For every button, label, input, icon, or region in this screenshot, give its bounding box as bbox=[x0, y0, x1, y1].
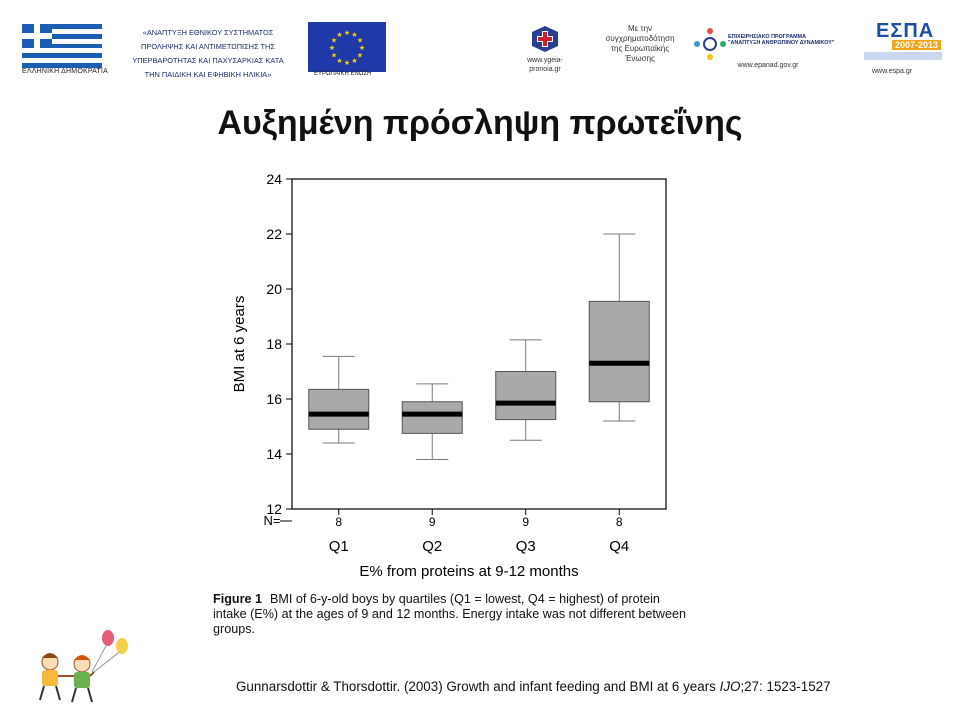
x-axis-label: E% from proteins at 9-12 months bbox=[359, 563, 578, 580]
citation: Gunnarsdottir & Thorsdottir. (2003) Grow… bbox=[236, 679, 956, 694]
children-drawing-icon bbox=[39, 630, 128, 703]
eu-star-icon: ★ bbox=[329, 44, 335, 52]
eu-star-icon: ★ bbox=[357, 37, 363, 45]
x-category-label: Q3 bbox=[516, 538, 536, 555]
project-title-line: ΤΗΝ ΠΑΙΔΙΚΗ ΚΑΙ ΕΦΗΒΙΚΗ ΗΛΙΚΙΑ» bbox=[144, 70, 272, 79]
box-iqr bbox=[401, 401, 463, 434]
espa-band bbox=[864, 52, 942, 60]
x-category-label: Q4 bbox=[609, 538, 629, 555]
slide-title: Αυξημένη πρόσληψη πρωτεΐνης bbox=[217, 104, 743, 142]
y-tick-label: 20 bbox=[266, 281, 282, 297]
citation-authors: Gunnarsdottir & Thorsdottir. (2003) Grow… bbox=[236, 679, 716, 694]
project-title-line: ΥΠΕΡΒΑΡΟΤΗΤΑΣ ΚΑΙ ΠΑΧΥΣΑΡΚΙΑΣ ΚΑΤΑ bbox=[132, 56, 284, 65]
box-iqr bbox=[495, 371, 557, 421]
cofund-line: συγχρηματοδότηση bbox=[605, 34, 675, 43]
eu-star-icon: ★ bbox=[351, 31, 357, 39]
project-title-line: ΠΡΟΛΗΨΗΣ ΚΑΙ ΑΝΤΙΜΕΤΩΠΙΣΗΣ ΤΗΣ bbox=[141, 42, 275, 51]
cofund-line: Με την bbox=[627, 24, 653, 33]
eu-star-icon: ★ bbox=[331, 37, 337, 45]
eu-star-icon: ★ bbox=[336, 31, 342, 39]
eu-caption: ΕΥΡΩΠΑΪΚΗ ΕΝΩΣΗ bbox=[314, 71, 372, 77]
eu-star-icon: ★ bbox=[357, 52, 363, 60]
y-tick-label: 12 bbox=[266, 501, 282, 517]
x-category-label: Q1 bbox=[329, 538, 349, 555]
figure-caption: Figure 1 BMI of 6-y-old boys by quartiles… bbox=[213, 592, 693, 637]
espa-logo-title: ΕΣΠΑ bbox=[876, 20, 935, 42]
n-value: 8 bbox=[335, 515, 342, 529]
flag-caption: ΕΛΛΗΝΙΚΗ ΔΗΜΟΚΡΑΤΙΑ bbox=[22, 68, 109, 75]
project-title-line: «ΑΝΑΠΤΥΞΗ ΕΘΝΙΚΟΥ ΣΥΣΤΗΜΑΤΟΣ bbox=[142, 28, 274, 37]
n-value: 8 bbox=[616, 515, 623, 529]
y-tick-label: 22 bbox=[266, 226, 282, 242]
box-iqr bbox=[308, 388, 370, 430]
y-tick-label: 14 bbox=[266, 446, 282, 462]
greek-flag-icon bbox=[22, 24, 102, 68]
epanad-line: ΕΠΙΧΕΙΡΗΣΙΑΚΟ ΠΡΟΓΡΑΜΜΑ bbox=[728, 34, 807, 40]
box-iqr bbox=[588, 300, 650, 403]
eu-cofunding-text: Με την συγχρηματοδότηση της Ευρωπαϊκής Έ… bbox=[595, 24, 685, 64]
n-label: N= bbox=[264, 513, 281, 528]
y-tick-label: 18 bbox=[266, 336, 282, 352]
project-title: «ΑΝΑΠΤΥΞΗ ΕΘΝΙΚΟΥ ΣΥΣΤΗΜΑΤΟΣ ΠΡΟΛΗΨΗΣ ΚΑ… bbox=[116, 26, 300, 82]
eu-star-icon: ★ bbox=[359, 44, 365, 52]
eu-star-icon: ★ bbox=[336, 57, 342, 65]
eu-star-icon: ★ bbox=[351, 57, 357, 65]
epanad-program-title: ΕΠΙΧΕΙΡΗΣΙΑΚΟ ΠΡΟΓΡΑΜΜΑ "ΑΝΑΠΤΥΞΗ ΑΝΘΡΩΠ… bbox=[728, 34, 848, 46]
ygeia-url-line: pronoia.gr bbox=[529, 66, 561, 73]
y-axis-label: BMI at 6 years bbox=[231, 296, 248, 393]
espa-years: 2007-2013 bbox=[892, 40, 942, 50]
figure-label: Figure 1 bbox=[213, 592, 262, 606]
eu-flag-icon: ★ ★ ★ ★ ★ ★ ★ ★ ★ ★ ★ ★ bbox=[308, 22, 386, 72]
epanad-logo-icon bbox=[694, 28, 726, 60]
ygeia-url-line: www.ygeia- bbox=[527, 57, 563, 64]
x-category-label: Q2 bbox=[422, 538, 442, 555]
n-value: 9 bbox=[429, 515, 436, 529]
logo-bar: ΕΛΛΗΝΙΚΗ ΔΗΜΟΚΡΑΤΙΑ «ΑΝΑΠΤΥΞΗ ΕΘΝΙΚΟΥ ΣΥ… bbox=[0, 0, 960, 90]
eu-star-icon: ★ bbox=[344, 29, 350, 37]
ministry-cross-logo-icon bbox=[532, 26, 558, 52]
boxplot-chart: 12 14 16 18 20 22 24 BMI at 6 years N= 8 Q1 9 Q2 9 Q3 8… bbox=[231, 171, 667, 580]
n-value: 9 bbox=[522, 515, 529, 529]
y-tick-label: 24 bbox=[266, 171, 282, 187]
epanad-url: www.epanad.gov.gr bbox=[737, 62, 799, 69]
citation-volume: ;27: 1523-1527 bbox=[740, 679, 831, 694]
epanad-line: "ΑΝΑΠΤΥΞΗ ΑΝΘΡΩΠΙΝΟΥ ΔΥΝΑΜΙΚΟΥ" bbox=[728, 40, 835, 46]
eu-star-icon: ★ bbox=[344, 59, 350, 67]
cofund-line: Ένωσης bbox=[625, 54, 655, 63]
espa-url: www.espa.gr bbox=[872, 68, 913, 75]
citation-journal: IJO bbox=[719, 679, 741, 694]
y-tick-label: 16 bbox=[266, 391, 282, 407]
figure-caption-text: BMI of 6-y-old boys by quartiles (Q1 = l… bbox=[213, 592, 687, 636]
cofund-line: της Ευρωπαϊκής bbox=[610, 44, 670, 53]
ygeia-url: www.ygeia- pronoia.gr bbox=[513, 56, 577, 74]
eu-star-icon: ★ bbox=[331, 52, 337, 60]
eu-stars-icon: ★ ★★★★★★★★★★★ bbox=[329, 29, 365, 67]
